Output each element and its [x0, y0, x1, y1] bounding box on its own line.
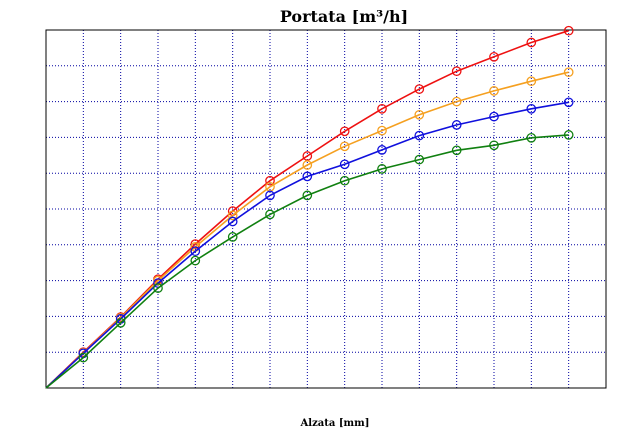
data-point: [302, 190, 313, 201]
data-point: [489, 140, 499, 151]
data-point: [563, 67, 574, 78]
data-point: [489, 111, 499, 122]
data-point: [265, 175, 275, 186]
data-point: [563, 97, 574, 108]
data-point: [190, 246, 201, 257]
data-point: [414, 84, 425, 94]
data-point: [451, 66, 462, 77]
series-line: [45, 71, 569, 389]
data-point: [414, 154, 425, 165]
data-point: [489, 86, 499, 96]
data-point: [563, 130, 574, 140]
series-line: [45, 134, 569, 389]
data-point: [526, 132, 537, 143]
data-point: [153, 275, 163, 286]
data-point: [526, 37, 537, 48]
chart-title: Portata [m³/h]: [280, 7, 408, 26]
data-point: [302, 160, 313, 170]
data-point: [227, 216, 238, 227]
data-point: [377, 103, 387, 114]
data-point: [377, 164, 387, 174]
data-point: [451, 120, 462, 130]
data-point: [526, 76, 537, 87]
plot-frame: [45, 29, 607, 389]
data-point: [339, 159, 350, 170]
data-point: [339, 175, 350, 186]
data-point: [451, 145, 462, 156]
series-4: [45, 130, 574, 389]
series-line: [45, 101, 569, 389]
data-point: [339, 126, 350, 137]
data-point: [414, 109, 425, 120]
x-axis-label: Alzata [mm]: [300, 418, 370, 429]
data-point: [227, 232, 238, 242]
data-point: [339, 141, 350, 152]
data-point: [526, 103, 537, 114]
data-point: [265, 190, 275, 201]
data-point: [265, 209, 275, 220]
data-point: [153, 283, 163, 293]
grid: [46, 30, 606, 388]
data-point: [227, 210, 238, 221]
data-point: [78, 352, 89, 363]
data-point: [377, 145, 387, 155]
data-point: [302, 171, 313, 182]
data-point: [414, 130, 425, 141]
data-point: [115, 317, 126, 328]
data-point: [563, 25, 574, 36]
data-point: [377, 125, 387, 136]
series-layer: [45, 25, 574, 389]
data-point: [190, 255, 201, 266]
data-point: [489, 51, 499, 62]
data-point: [451, 96, 462, 107]
